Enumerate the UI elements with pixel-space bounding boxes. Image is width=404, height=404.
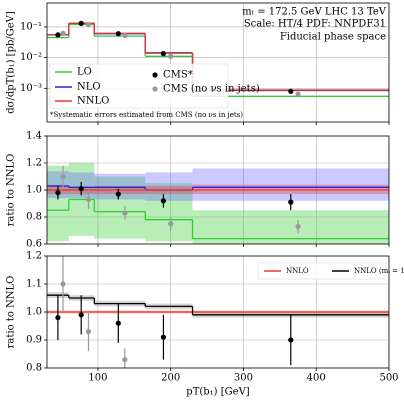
y-tick-label: 10⁻³ [20, 83, 42, 94]
annotation: mₜ = 172.5 GeV LHC 13 TeV [242, 7, 387, 18]
data-point [288, 337, 294, 343]
panel [47, 136, 389, 244]
legend-label: CMS* [163, 70, 193, 81]
data-point [168, 53, 174, 59]
y-tick-label: 0.6 [26, 239, 42, 250]
data-point [85, 21, 92, 28]
legend-box [257, 262, 387, 280]
y-tick-label: 1.4 [26, 131, 42, 142]
y-axis-label: dσ/dpT(b₁) [pb/GeV] [6, 11, 17, 114]
legend-label: NNLO [286, 267, 309, 275]
data-point [60, 173, 66, 180]
data-point [60, 30, 66, 36]
y-tick-label: 0.8 [26, 363, 42, 374]
legend-label: NLO [77, 82, 101, 93]
x-tick-label: 500 [379, 373, 398, 384]
x-tick-label: 400 [307, 373, 326, 384]
legend-box [49, 63, 229, 109]
uncertainty-band [145, 172, 193, 201]
data-point [55, 190, 61, 196]
axes-frame [46, 2, 390, 123]
uncertainty-band [192, 184, 389, 195]
legend-label: LO [77, 67, 92, 78]
annotation: Fiducial phase space [280, 32, 386, 43]
uncertainty-band [145, 183, 193, 242]
data-point [55, 32, 61, 38]
y-tick-label: 1.2 [26, 251, 42, 262]
y-tick-label: 1.2 [26, 158, 42, 169]
data-point [122, 210, 128, 216]
y-axis-label: ratio to NNLO [6, 154, 17, 227]
y-tick-label: 0.9 [26, 335, 42, 346]
y-tick-label: 0.8 [26, 212, 42, 223]
data-point [115, 191, 121, 197]
data-point [122, 357, 128, 363]
data-point [168, 221, 174, 227]
y-tick-label: 1.0 [26, 185, 42, 196]
data-point [288, 199, 294, 205]
y-axis-label: ratio to NNLO [6, 276, 17, 349]
x-tick-label: 100 [88, 373, 107, 384]
legend-marker [152, 86, 158, 92]
y-tick-label: 1.1 [26, 279, 42, 290]
y-tick-label: 10⁻¹ [20, 21, 42, 32]
y-tick-label: 10⁻² [20, 52, 42, 63]
legend-label: NNLO (mₜ = 171.5 GeV) [354, 267, 404, 275]
data-point [60, 281, 66, 287]
axes-frame [46, 255, 390, 369]
x-tick-label: 200 [161, 373, 180, 384]
data-point [160, 51, 167, 57]
data-point [55, 315, 61, 321]
x-axis-label: pT(b₁) [GeV] [186, 387, 249, 398]
y-tick-label: 1.0 [26, 307, 42, 318]
x-tick-label: 300 [234, 373, 253, 384]
data-point [78, 20, 84, 26]
data-point [122, 33, 128, 39]
data-point [115, 320, 121, 326]
legend-marker [152, 72, 158, 78]
data-point [85, 329, 92, 335]
annotation: *Systematic errors estimated from CMS (n… [50, 111, 243, 119]
annotation: Scale: HT/4 PDF: NNPDF31 [244, 19, 386, 30]
data-point [160, 334, 167, 340]
data-point [288, 88, 294, 94]
data-point [295, 91, 301, 97]
legend-label: NNLO [77, 96, 109, 107]
data-point [78, 186, 84, 192]
data-point [78, 312, 84, 318]
data-point [295, 223, 301, 230]
data-point [115, 31, 121, 37]
data-point [85, 196, 92, 203]
axes-frame [46, 135, 390, 245]
legend-label: CMS (no νs in jets) [163, 84, 260, 95]
data-point [160, 198, 167, 204]
